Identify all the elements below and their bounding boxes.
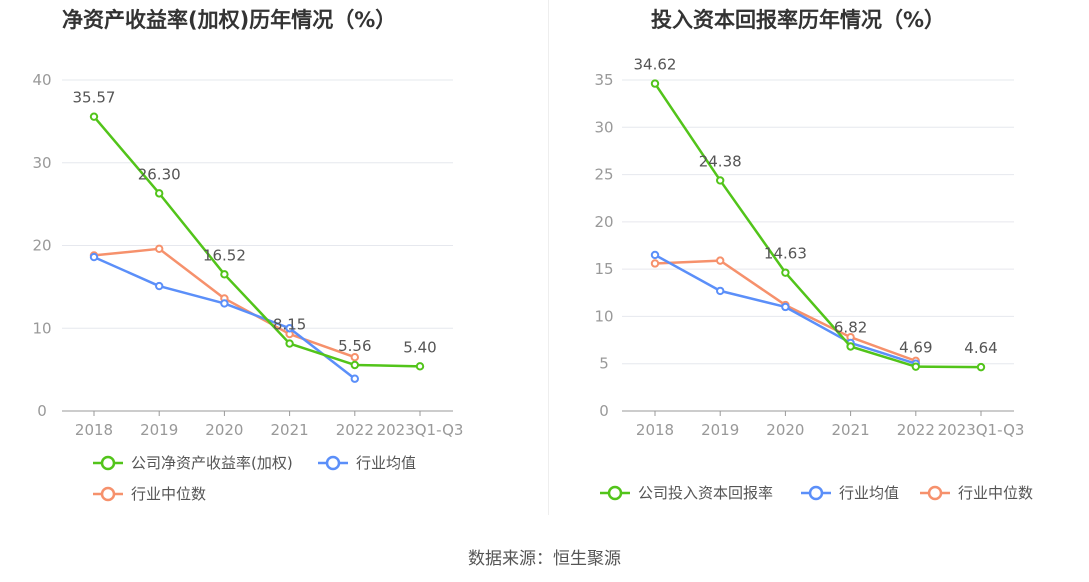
x-tick-label-2022: 2022 <box>336 421 374 439</box>
roe-line-chart: 0 10 20 30 40 2018 2019 2020 2021 2022 2023Q1-Q3 35… <box>32 71 464 503</box>
data-label-2018: 35.57 <box>73 89 116 107</box>
data-label-2022: 5.56 <box>338 337 371 355</box>
x-tick-label-2020: 2020 <box>205 421 243 439</box>
series-1-point-2018 <box>89 252 99 262</box>
legend-marker-1 <box>325 455 341 471</box>
series-0-point-2023q1-q3 <box>976 362 986 372</box>
series-0-point-2023q1-q3 <box>415 362 425 371</box>
x-tick-label-2018: 2018 <box>636 421 674 439</box>
y-tick-label-10: 10 <box>32 319 51 337</box>
series-line-0 <box>653 82 982 369</box>
legend-label-1: 行业均值 <box>356 454 416 472</box>
y-tick-label-10: 10 <box>594 307 613 325</box>
x-tick-label-2023q1-q3: 2023Q1-Q3 <box>377 421 464 439</box>
y-tick-label-15: 15 <box>594 260 613 278</box>
legend-marker-2 <box>100 486 116 502</box>
series-0-point-2022 <box>350 360 359 370</box>
roic-line-chart: 0 5 10 15 20 25 30 35 2018 2019 2020 2021 2022 2023Q1… <box>594 56 1033 502</box>
legend-label-1: 行业均值 <box>839 484 899 502</box>
series-1-point-2019 <box>716 286 725 296</box>
data-label-2018: 34.62 <box>634 56 677 74</box>
data-label-2020: 16.52 <box>203 246 246 264</box>
series-0-point-2018 <box>650 79 660 88</box>
y-tick-label-25: 25 <box>594 166 613 184</box>
series-0-point-2019 <box>155 189 164 198</box>
x-tick-label-2019: 2019 <box>701 421 739 439</box>
legend-marker-1 <box>808 485 824 501</box>
series-2-point-2019 <box>155 244 164 254</box>
data-label-2019: 26.30 <box>138 165 181 183</box>
x-tick-label-2021: 2021 <box>832 421 870 439</box>
chart-title-roe: 净资产收益率(加权)历年情况（%） <box>62 8 397 32</box>
series-0-point-2021 <box>285 339 294 348</box>
x-tick-label-2019: 2019 <box>140 421 178 439</box>
series-1-point-2021 <box>285 324 294 333</box>
legend-marker-0 <box>607 485 623 501</box>
series-0-point-2022 <box>911 362 920 371</box>
x-tick-label-2018: 2018 <box>75 421 113 439</box>
data-label-2020: 14.63 <box>764 245 807 263</box>
series-0-point-2018 <box>89 112 99 121</box>
data-label-2023q1-q3: 5.40 <box>403 338 436 356</box>
series-1-point-2018 <box>650 250 660 260</box>
y-tick-label-20: 20 <box>594 213 613 231</box>
data-source-note: 数据来源：恒生聚源 <box>468 549 621 569</box>
y-tick-label-30: 30 <box>32 154 51 172</box>
series-0-point-2021 <box>846 342 855 351</box>
series-line-0 <box>93 115 421 368</box>
legend-label-0: 公司投入资本回报率 <box>638 484 773 502</box>
y-tick-label-35: 35 <box>594 71 613 89</box>
series-2-point-2018 <box>650 259 660 268</box>
y-tick-label-5: 5 <box>599 355 609 373</box>
data-label-2021: 8.15 <box>273 316 306 334</box>
series-1-point-2019 <box>155 281 164 291</box>
x-tick-label-2020: 2020 <box>766 421 804 439</box>
x-tick-label-2022: 2022 <box>897 421 935 439</box>
data-label-2019: 24.38 <box>699 152 742 170</box>
series-1-point-2022 <box>350 374 359 383</box>
y-tick-label-40: 40 <box>32 71 51 89</box>
y-tick-label-0: 0 <box>37 402 47 420</box>
series-1-point-2020 <box>220 299 229 308</box>
legend-label-2: 行业中位数 <box>131 485 206 503</box>
x-tick-label-2023q1-q3: 2023Q1-Q3 <box>938 421 1025 439</box>
series-0-point-2019 <box>716 176 725 185</box>
y-tick-label-0: 0 <box>599 402 609 420</box>
legend-marker-0 <box>100 455 116 471</box>
y-tick-label-30: 30 <box>594 118 613 136</box>
data-label-2021: 6.82 <box>834 319 867 337</box>
series-2-point-2019 <box>716 256 725 265</box>
data-label-2022: 4.69 <box>899 339 932 357</box>
legend-marker-2 <box>927 485 943 501</box>
legend-label-0: 公司净资产收益率(加权) <box>131 454 293 472</box>
chart-divider <box>548 0 549 515</box>
legend-label-2: 行业中位数 <box>958 484 1033 502</box>
series-0-point-2020 <box>220 270 229 279</box>
data-label-2023q1-q3: 4.64 <box>964 339 997 357</box>
chart-title-roic: 投入资本回报率历年情况（%） <box>651 8 946 32</box>
y-tick-label-20: 20 <box>32 237 51 255</box>
x-tick-label-2021: 2021 <box>271 421 309 439</box>
series-0-point-2020 <box>781 268 790 277</box>
series-1-point-2020 <box>781 302 790 312</box>
series-2-point-2022 <box>350 353 359 362</box>
